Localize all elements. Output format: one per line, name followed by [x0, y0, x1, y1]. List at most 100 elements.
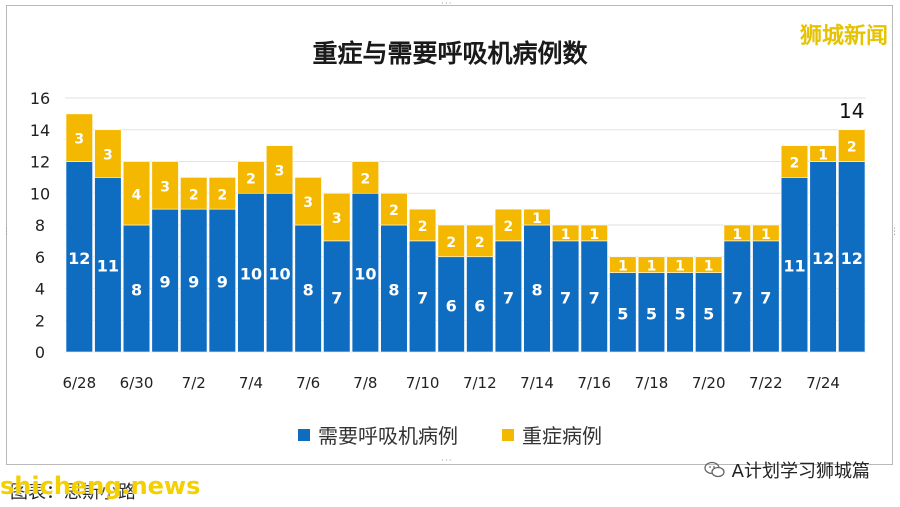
data-label: 9	[217, 273, 228, 292]
data-label: 10	[240, 265, 262, 284]
x-tick-label: 7/24	[806, 374, 840, 392]
x-tick-label: 7/14	[520, 374, 554, 392]
data-label: 7	[589, 288, 600, 307]
bar-severe	[466, 224, 494, 258]
data-label: 2	[790, 156, 800, 172]
bar-needs-oxygen	[151, 208, 179, 353]
data-label: 1	[647, 259, 657, 275]
data-label: 3	[160, 179, 170, 195]
bar-severe	[408, 208, 437, 242]
frame-handle-right[interactable]: ⋮	[890, 227, 900, 237]
bar-severe	[494, 208, 523, 242]
data-label: 3	[332, 211, 342, 227]
bar-needs-oxygen	[466, 256, 494, 353]
chart-legend: 需要呼吸机病例 重症病例	[0, 420, 900, 449]
bar-severe	[752, 224, 780, 242]
legend-swatch-severe	[502, 428, 514, 441]
legend-swatch-needs-oxygen	[298, 428, 310, 441]
data-label: 3	[303, 195, 313, 211]
frame-handle-left[interactable]: ⋮	[2, 227, 12, 237]
x-tick-label: 7/20	[692, 374, 726, 392]
data-label: 9	[160, 273, 171, 292]
y-tick-label: 12	[30, 153, 50, 172]
data-label: 7	[560, 288, 571, 307]
bar-severe	[380, 192, 408, 226]
bar-severe	[122, 161, 151, 226]
x-tick-label: 7/22	[749, 374, 783, 392]
data-label: 2	[418, 219, 428, 235]
bar-severe	[666, 256, 694, 273]
x-tick-label: 7/16	[577, 374, 611, 392]
y-tick-label: 14	[30, 121, 50, 140]
data-label: 2	[246, 171, 256, 187]
bar-needs-oxygen	[323, 240, 351, 353]
y-tick-label: 10	[30, 184, 50, 203]
y-tick-label: 6	[35, 248, 45, 267]
chart-caption: 图表：思斯小路	[10, 482, 136, 503]
data-label: 1	[761, 227, 771, 243]
data-label: 1	[818, 148, 828, 164]
data-label: 8	[303, 281, 314, 300]
data-label: 11	[97, 257, 119, 276]
bar-severe	[780, 145, 809, 178]
legend-item-severe: 重症病例	[502, 420, 602, 449]
x-tick-label: 7/2	[182, 374, 206, 392]
data-label: 8	[531, 281, 542, 300]
bar-severe	[552, 224, 580, 242]
bar-severe	[437, 224, 465, 258]
bar-needs-oxygen	[723, 240, 751, 353]
bar-needs-oxygen	[666, 272, 694, 353]
data-label: 7	[503, 288, 514, 307]
data-label: 1	[618, 259, 628, 275]
bar-needs-oxygen	[552, 240, 580, 353]
bar-needs-oxygen	[494, 240, 523, 353]
data-label: 2	[217, 187, 227, 203]
x-tick-label: 7/12	[463, 374, 497, 392]
data-label: 2	[847, 140, 857, 156]
x-tick-label: 7/6	[296, 374, 320, 392]
bar-severe	[237, 161, 265, 194]
bar-needs-oxygen	[265, 192, 294, 353]
data-label: 5	[646, 304, 657, 323]
data-label: 2	[389, 203, 399, 219]
data-label: 3	[275, 163, 285, 179]
x-tick-label: 7/4	[239, 374, 263, 392]
data-label: 12	[812, 249, 834, 268]
frame-handle-bottom[interactable]: ···	[441, 456, 453, 466]
watermark-account: A计划学习狮城篇	[704, 457, 870, 483]
data-label: 10	[354, 265, 376, 284]
legend-item-needs-oxygen: 需要呼吸机病例	[298, 420, 458, 449]
data-label: 2	[361, 171, 371, 187]
bar-severe	[523, 208, 551, 226]
data-label: 7	[732, 288, 743, 307]
bar-needs-oxygen	[637, 272, 666, 353]
data-label: 6	[446, 296, 457, 315]
bar-severe	[838, 129, 866, 162]
bar-needs-oxygen	[695, 272, 723, 353]
x-tick-label: 6/30	[120, 374, 154, 392]
total-annotation: 14	[839, 99, 864, 123]
bar-severe	[609, 256, 637, 273]
watermark-account-label: A计划学习狮城篇	[731, 461, 870, 482]
data-label: 12	[68, 249, 90, 268]
data-label: 6	[474, 296, 485, 315]
bar-severe	[580, 224, 608, 242]
brand-logo-text: 狮城新闻	[799, 24, 888, 49]
y-tick-label: 0	[35, 343, 45, 362]
data-label: 2	[446, 235, 456, 251]
legend-label-severe: 重症病例	[522, 424, 602, 448]
bar-severe	[208, 177, 236, 210]
bar-severe	[265, 145, 294, 194]
chart-title: 重症与需要呼吸机病例数	[312, 39, 588, 68]
bar-needs-oxygen	[609, 272, 637, 353]
x-tick-label: 6/28	[62, 374, 96, 392]
x-tick-label: 7/10	[406, 374, 440, 392]
data-label: 9	[188, 273, 199, 292]
frame-handle-top[interactable]: ···	[441, 0, 453, 9]
bar-severe	[695, 256, 723, 273]
y-tick-label: 4	[35, 280, 45, 299]
data-label: 1	[532, 211, 542, 227]
data-label: 7	[760, 288, 771, 307]
data-label: 7	[331, 288, 342, 307]
